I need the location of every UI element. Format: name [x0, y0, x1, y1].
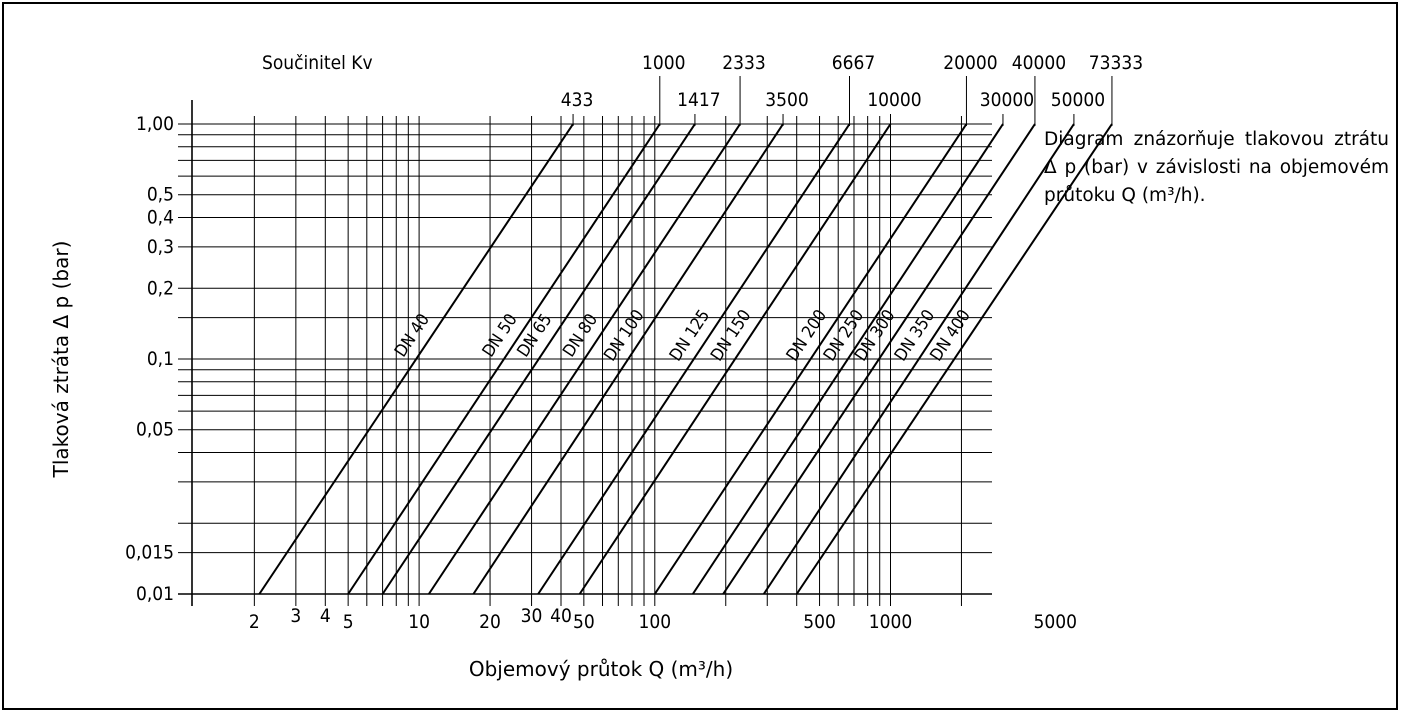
- x-tick-label: 2: [249, 611, 260, 633]
- x-tick-label: 4: [320, 605, 331, 627]
- kv-value-label: 6667: [832, 52, 876, 74]
- series-line-dn-65: [381, 123, 696, 595]
- y-tick-label: 0,4: [147, 207, 174, 229]
- kv-value-label: 20000: [943, 52, 997, 74]
- x-tick-label: 3: [290, 605, 301, 627]
- y-tick-label: 0,015: [125, 542, 174, 564]
- kv-value-label: 1417: [677, 89, 721, 111]
- kv-value-label: 40000: [1012, 52, 1066, 74]
- series-line-dn-200: [653, 123, 968, 595]
- kv-value-label: 3500: [765, 89, 809, 111]
- kv-value-label: 30000: [980, 89, 1034, 111]
- y-axis-title: Tlaková ztráta Δ p (bar): [49, 241, 73, 479]
- x-tick-label: 20: [479, 611, 501, 633]
- series-line-dn-80: [428, 123, 741, 595]
- kv-value-label: 433: [561, 89, 594, 111]
- kv-value-label: 2333: [722, 52, 766, 74]
- x-tick-label: 40: [550, 605, 572, 627]
- y-tick-label: 0,1: [147, 348, 174, 370]
- y-tick-label: 0,2: [147, 277, 174, 299]
- kv-value-label: 1000: [642, 52, 686, 74]
- y-tick-label: 1,00: [136, 113, 174, 135]
- y-tick-label: 0,01: [136, 583, 174, 605]
- series-line-dn-40: [258, 123, 574, 595]
- series-label-dn-100: DN 100: [600, 306, 648, 365]
- kv-value-label: 10000: [867, 89, 921, 111]
- series-label-dn-150: DN 150: [707, 306, 755, 365]
- y-tick-label: 0,5: [147, 184, 174, 206]
- x-tick-label: 500: [803, 611, 836, 633]
- chart-caption: Diagram znázorňuje tlakovou ztrátu Δ p (…: [1044, 129, 1389, 206]
- x-tick-label: 5: [343, 611, 354, 633]
- series-line-dn-50: [347, 123, 661, 595]
- y-tick-label: 0,05: [136, 419, 174, 441]
- x-axis-title: Objemový průtok Q (m³/h): [469, 657, 733, 681]
- series-line-dn-400: [795, 123, 1113, 595]
- x-tick-label: 30: [521, 605, 543, 627]
- chart: 2 3 4 5 10 20 30 40 50 100 500 1000 5000 0,01 0,015 0,0…: [49, 52, 1143, 681]
- x-tick-label: 5000: [1033, 611, 1077, 633]
- kv-axis-title: Součinitel Kv: [262, 52, 373, 74]
- series-label-dn-125: DN 125: [666, 306, 714, 365]
- x-tick-label: 100: [638, 611, 671, 633]
- series-line-dn-100: [472, 123, 784, 595]
- series-line-dn-350: [762, 123, 1075, 595]
- series-line-dn-250: [691, 123, 1004, 595]
- series-line-dn-125: [537, 123, 851, 595]
- kv-value-label: 73333: [1089, 52, 1143, 74]
- series-line-dn-300: [722, 123, 1036, 595]
- y-tick-label: 0,3: [147, 236, 174, 258]
- x-tick-label: 50: [573, 611, 595, 633]
- kv-value-label: 50000: [1051, 89, 1105, 111]
- x-tick-label: 1000: [869, 611, 913, 633]
- series-line-dn-150: [578, 123, 892, 595]
- x-tick-label: 10: [408, 611, 430, 633]
